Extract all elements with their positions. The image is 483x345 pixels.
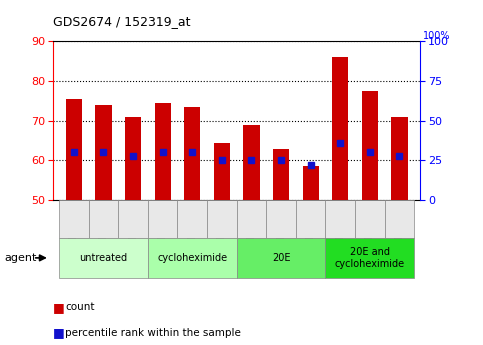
Bar bbox=[214, 142, 230, 200]
Bar bbox=[332, 57, 348, 200]
Bar bbox=[302, 166, 319, 200]
Text: 100%: 100% bbox=[423, 31, 450, 41]
Bar bbox=[125, 117, 141, 200]
Bar bbox=[66, 99, 82, 200]
Bar bbox=[155, 103, 171, 200]
Text: percentile rank within the sample: percentile rank within the sample bbox=[65, 328, 241, 338]
Text: 20E: 20E bbox=[272, 253, 290, 263]
Bar bbox=[95, 105, 112, 200]
Bar bbox=[273, 148, 289, 200]
Text: count: count bbox=[65, 302, 95, 312]
Bar bbox=[243, 125, 260, 200]
Text: agent: agent bbox=[5, 253, 37, 263]
Text: 20E and
cycloheximide: 20E and cycloheximide bbox=[335, 247, 405, 269]
Text: ■: ■ bbox=[53, 326, 65, 339]
Text: GDS2674 / 152319_at: GDS2674 / 152319_at bbox=[53, 14, 191, 28]
Text: cycloheximide: cycloheximide bbox=[157, 253, 227, 263]
Text: untreated: untreated bbox=[79, 253, 128, 263]
Bar bbox=[184, 107, 200, 200]
Text: ■: ■ bbox=[53, 300, 65, 314]
Bar bbox=[362, 91, 378, 200]
Bar bbox=[391, 117, 408, 200]
